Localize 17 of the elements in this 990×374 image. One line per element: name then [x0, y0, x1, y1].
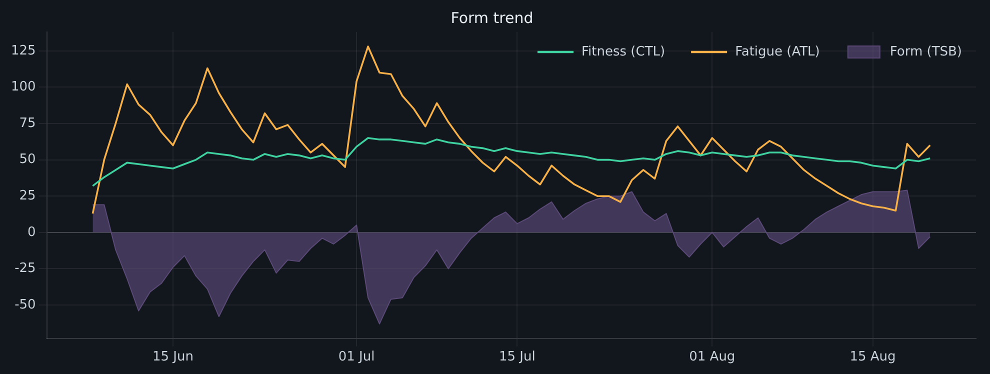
x-tick-label: 01 Aug — [689, 350, 736, 365]
x-tick-label: 15 Aug — [850, 350, 896, 365]
y-tick-label: -25 — [14, 261, 36, 276]
x-tick-label: 15 Jun — [152, 350, 194, 365]
y-tick-label: 75 — [19, 116, 36, 131]
y-tick-label: 100 — [10, 80, 36, 95]
legend-label: Fitness (CTL) — [582, 44, 666, 60]
y-tick-label: -50 — [14, 297, 36, 312]
y-tick-label: 125 — [10, 43, 36, 58]
y-tick-label: 0 — [28, 224, 36, 240]
legend-label: Fatigue (ATL) — [735, 44, 820, 60]
chart-title: Form trend — [450, 8, 534, 27]
y-tick-label: 25 — [19, 188, 36, 204]
y-tick-label: 50 — [19, 152, 36, 168]
x-tick-label: 01 Jul — [338, 350, 375, 365]
x-tick-label: 15 Jul — [498, 350, 536, 365]
legend-label: Form (TSB) — [890, 44, 962, 60]
